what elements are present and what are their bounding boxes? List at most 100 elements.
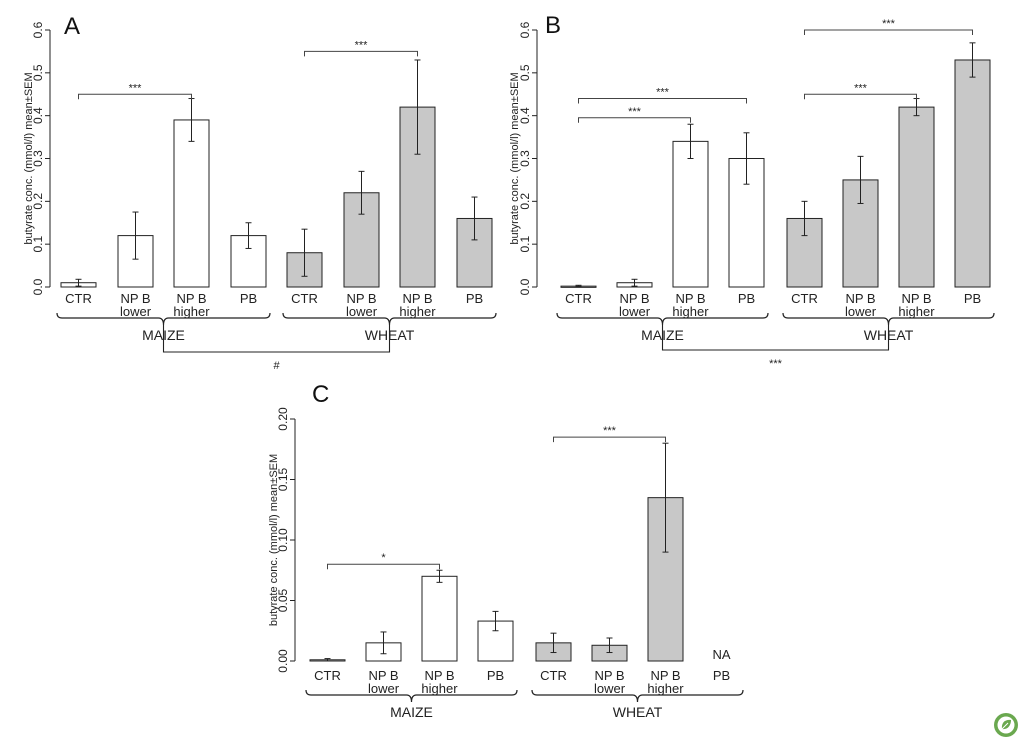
y-tick-label: 0.5 [518, 64, 532, 81]
category-label: CTR [791, 291, 818, 306]
category-label: PB [487, 668, 504, 683]
category-label: higher [421, 681, 458, 696]
category-label: NP B [346, 291, 376, 306]
y-axis-label: butyrate conc. (mmol/l) mean±SEM [268, 454, 280, 626]
leaf-logo-icon [994, 713, 1018, 737]
comparison-bracket [78, 93, 192, 100]
comparison-bracket [553, 436, 666, 443]
panel-c: C 0.00 0.05 0.10 0.15 0.20 butyrate conc. (mmo… [268, 381, 744, 720]
category-label: NP B [176, 291, 206, 306]
y-tick-label: 0.1 [31, 236, 45, 253]
y-tick-label: 0.0 [518, 278, 532, 295]
significance-label: *** [656, 87, 670, 99]
category-label: lower [368, 681, 400, 696]
category-label: lower [346, 304, 378, 319]
category-label: NP B [120, 291, 150, 306]
category-label: PB [240, 291, 257, 306]
category-label: lower [619, 304, 651, 319]
y-tick-label: 0.6 [31, 21, 45, 38]
category-label: CTR [65, 291, 92, 306]
significance-label: *** [603, 425, 617, 437]
group-comparison-label: *** [769, 358, 783, 370]
category-label: NP B [901, 291, 931, 306]
panel-b: B 0.0 0.1 0.2 0.3 0.4 0.5 0.6 butyrate conc. (mm… [509, 12, 995, 370]
y-axis-label: butyrate conc. (mmol/l) mean±SEM [509, 72, 521, 244]
y-tick-label: 0.4 [31, 107, 45, 124]
category-label: lower [594, 681, 626, 696]
group-label: WHEAT [613, 704, 663, 720]
panel-letter: C [312, 381, 329, 408]
category-label: NP B [594, 668, 624, 683]
group-brace [556, 312, 769, 326]
y-tick-label: 0.0 [31, 278, 45, 295]
significance-label: *** [882, 18, 896, 30]
comparison-bracket [804, 29, 973, 35]
panel-a: A 0.0 0.1 0.2 0.3 0.4 0.5 0.6 butyrate conc. (mm… [23, 13, 497, 372]
y-axis-label: butyrate conc. (mmol/l) mean±SEM [23, 72, 35, 244]
y-tick-label: 0.3 [518, 150, 532, 167]
category-label: CTR [291, 291, 318, 306]
bar [954, 59, 991, 288]
category-label: NP B [675, 291, 705, 306]
y-tick-label: 0.10 [276, 528, 290, 552]
y-tick-label: 0.20 [276, 407, 290, 431]
category-label: PB [466, 291, 483, 306]
y-tick-label: 0.2 [518, 193, 532, 210]
significance-label: *** [129, 82, 143, 94]
comparison-bracket [327, 563, 440, 570]
significance-label: * [381, 552, 386, 564]
y-tick-label: 0.15 [276, 467, 290, 491]
group-brace [282, 312, 497, 326]
bar [728, 158, 765, 288]
group-brace [305, 689, 518, 703]
bar [421, 575, 458, 662]
category-label: NP B [402, 291, 432, 306]
panel-letter: A [64, 13, 80, 40]
category-label: CTR [314, 668, 341, 683]
panel-letter: B [545, 12, 561, 39]
category-label: PB [738, 291, 755, 306]
category-label: CTR [565, 291, 592, 306]
category-label: higher [672, 304, 709, 319]
group-brace [56, 312, 271, 326]
comparison-bracket [804, 93, 917, 100]
group-brace [782, 312, 995, 326]
y-tick-label: 0.1 [518, 236, 532, 253]
category-label: CTR [540, 668, 567, 683]
group-comparison-bracket [661, 325, 890, 351]
comparison-bracket [578, 117, 691, 123]
bar [672, 140, 709, 288]
na-label: NA [712, 647, 730, 662]
category-label: NP B [368, 668, 398, 683]
y-tick-label: 0.05 [276, 588, 290, 612]
y-tick-label: 0.2 [31, 193, 45, 210]
group-label: MAIZE [390, 704, 433, 720]
category-label: NP B [650, 668, 680, 683]
y-tick-label: 0.00 [276, 649, 290, 673]
category-label: higher [898, 304, 935, 319]
significance-label: *** [854, 82, 868, 94]
y-tick-label: 0.5 [31, 64, 45, 81]
bar [230, 235, 267, 288]
group-brace [531, 689, 744, 703]
comparison-bracket [304, 50, 418, 57]
group-comparison-bracket [162, 325, 391, 353]
category-label: lower [845, 304, 877, 319]
category-label: PB [713, 668, 730, 683]
category-label: higher [647, 681, 684, 696]
significance-label: *** [355, 39, 369, 51]
category-label: higher [173, 304, 210, 319]
comparison-bracket [578, 98, 747, 104]
y-tick-label: 0.4 [518, 107, 532, 124]
bar [173, 119, 210, 288]
category-label: NP B [424, 668, 454, 683]
category-label: lower [120, 304, 152, 319]
category-label: higher [399, 304, 436, 319]
y-tick-label: 0.3 [31, 150, 45, 167]
significance-label: *** [628, 106, 642, 118]
y-tick-label: 0.6 [518, 21, 532, 38]
group-comparison-label: # [273, 360, 280, 372]
category-label: NP B [845, 291, 875, 306]
category-label: NP B [619, 291, 649, 306]
